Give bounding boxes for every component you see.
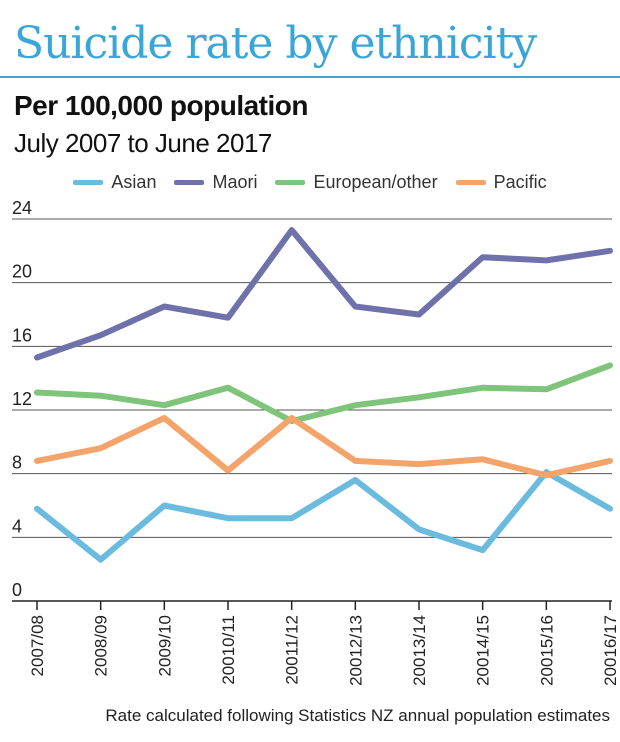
x-tick-label: 20011/12 (283, 615, 302, 685)
legend-item-pacific: Pacific (455, 172, 547, 193)
legend-item-maori: Maori (174, 172, 257, 193)
x-tick-label: 20015/16 (537, 615, 556, 686)
x-tick-label: 20010/11 (219, 615, 238, 685)
x-tick-label: 20013/14 (410, 615, 429, 686)
chart-title: Suicide rate by ethnicity (14, 18, 537, 69)
legend-swatch-asian (73, 180, 104, 185)
legend-item-asian: Asian (73, 172, 156, 193)
chart-subtitle: Per 100,000 population (14, 90, 309, 121)
legend-label-maori: Maori (212, 172, 258, 192)
title-divider (0, 76, 620, 78)
y-tick-label: 8 (12, 453, 22, 473)
x-tick-label: 2008/09 (92, 615, 111, 676)
y-tick-label: 24 (12, 198, 32, 218)
legend-label-pacific: Pacific (493, 172, 547, 192)
x-tick-label: 2007/08 (28, 615, 47, 676)
footnote: Rate calculated following Statistics NZ … (105, 706, 610, 725)
legend-swatch-pacific (455, 180, 486, 185)
series-line-asian (34, 469, 613, 563)
x-tick-label: 20014/15 (474, 615, 493, 686)
y-tick-label: 20 (12, 262, 32, 282)
legend-swatch-european (275, 180, 306, 185)
y-tick-label: 16 (12, 325, 32, 345)
series-line-maori (34, 227, 613, 361)
y-tick-label: 0 (12, 580, 22, 600)
y-tick-label: 12 (12, 389, 32, 409)
y-tick-label: 4 (12, 516, 22, 536)
series-line-pacific (34, 415, 613, 479)
legend-label-asian: Asian (111, 172, 157, 192)
series-line-european-other (34, 362, 613, 425)
legend-swatch-maori (174, 180, 205, 185)
x-tick-label: 20012/13 (346, 615, 365, 686)
legend-item-european: European/other (275, 172, 438, 193)
date-range: July 2007 to June 2017 (14, 128, 272, 158)
x-tick-label: 20016/17 (601, 615, 620, 686)
x-tick-label: 2009/10 (155, 615, 174, 676)
legend-label-european: European/other (313, 172, 438, 192)
legend: Asian Maori European/other Pacific (0, 172, 620, 193)
